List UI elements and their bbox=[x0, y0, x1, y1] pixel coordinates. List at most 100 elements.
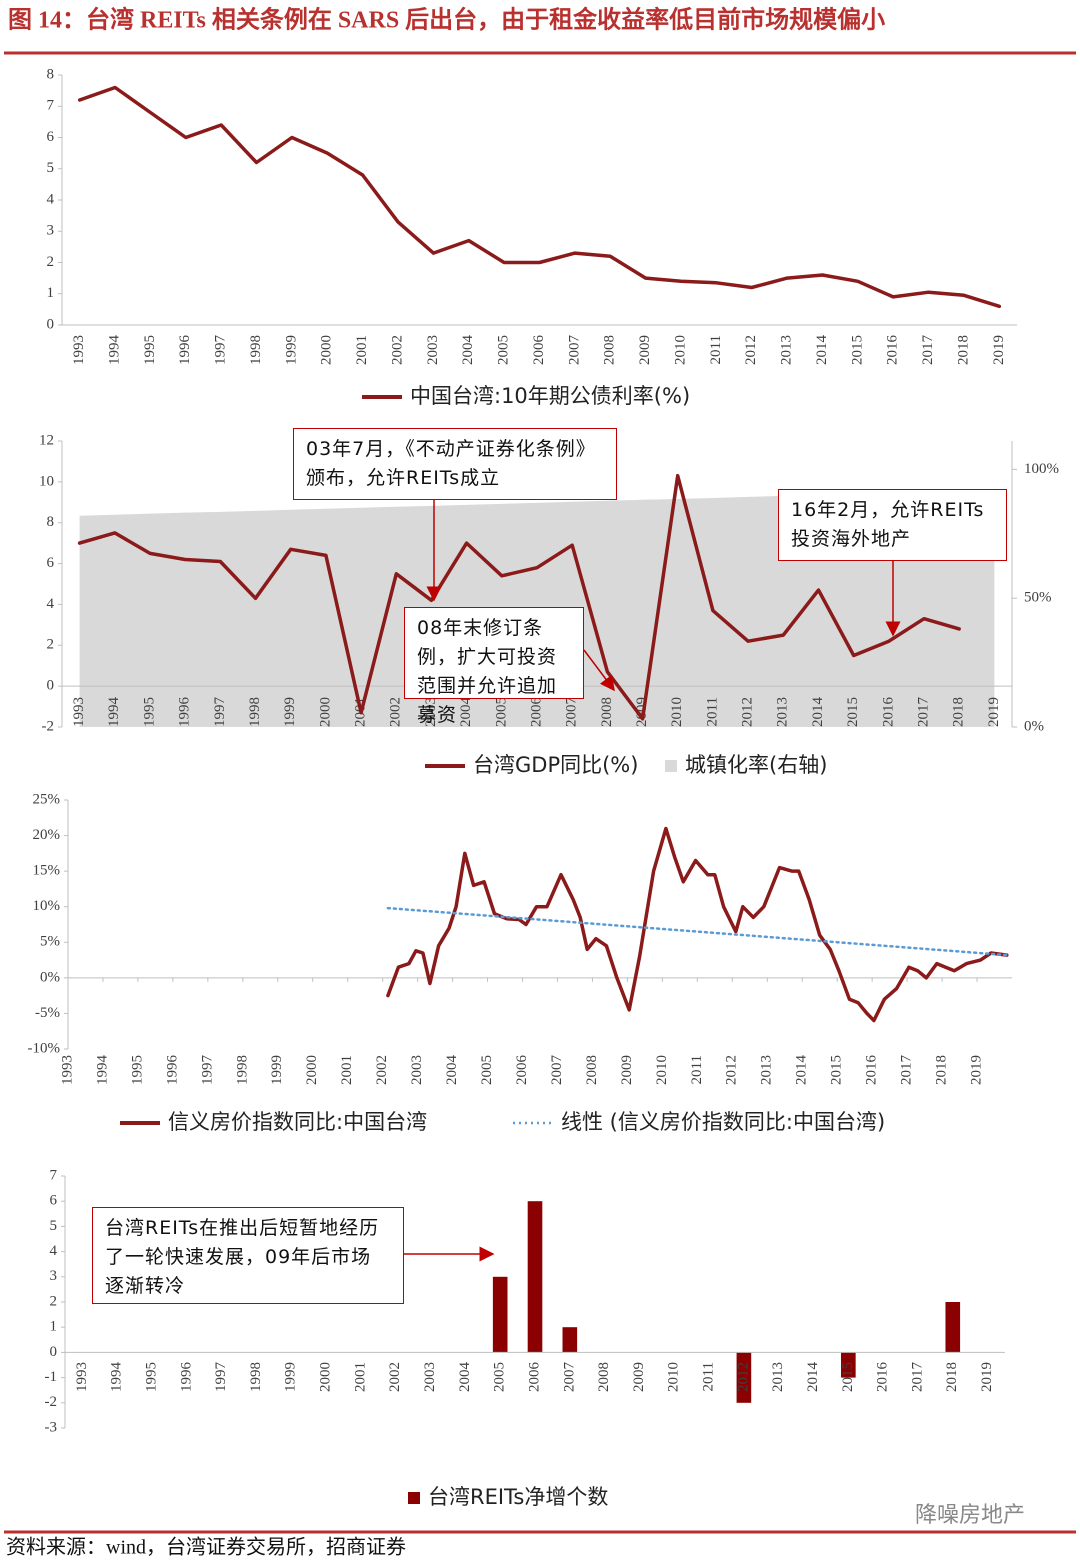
x-tick-label: 2001 bbox=[339, 1055, 355, 1085]
x-tick-label: 2011 bbox=[704, 697, 720, 726]
x-tick-label: 2006 bbox=[526, 1362, 542, 1393]
y-tick-label: 7 bbox=[50, 1167, 58, 1183]
x-tick-label: 2011 bbox=[689, 1055, 705, 1084]
legend-swatch bbox=[408, 1492, 420, 1504]
y-tick-label: 4 bbox=[47, 596, 55, 612]
x-tick-label: 2015 bbox=[829, 1055, 845, 1085]
line bbox=[386, 826, 1009, 1023]
line bbox=[77, 473, 961, 721]
x-tick-label: 2012 bbox=[743, 335, 759, 365]
y-tick-label: 2 bbox=[50, 1293, 58, 1309]
annotation: 03年7月，《不动产证券化条例》颁布，允许REITs成立 bbox=[293, 428, 617, 500]
y2-tick-label: 100% bbox=[1024, 461, 1059, 477]
y2-tick-label: 0% bbox=[1024, 718, 1044, 734]
x-tick-label: 2007 bbox=[561, 1362, 577, 1393]
x-tick-label: 2018 bbox=[951, 697, 967, 727]
x-tick-label: 2013 bbox=[759, 1055, 775, 1085]
x-tick-label: 2019 bbox=[979, 1362, 995, 1392]
y-tick-label: 12 bbox=[39, 432, 54, 448]
bar bbox=[945, 1302, 961, 1353]
y-tick-label: 15% bbox=[33, 863, 61, 879]
x-tick-label: 2004 bbox=[460, 335, 476, 366]
x-tick-label: 2007 bbox=[564, 697, 580, 728]
x-tick-label: 2011 bbox=[701, 1362, 717, 1391]
y-tick-label: 6 bbox=[50, 1193, 58, 1209]
x-tick-label: 2012 bbox=[724, 1055, 740, 1085]
y-tick-label: 2 bbox=[47, 254, 55, 270]
x-tick-label: 2005 bbox=[493, 697, 509, 727]
y-tick-label: -10% bbox=[28, 1040, 61, 1056]
x-tick-label: 1998 bbox=[248, 335, 264, 365]
x-tick-label: 2009 bbox=[637, 335, 653, 365]
x-tick-label: 1995 bbox=[141, 697, 157, 727]
x-tick-label: 1996 bbox=[177, 697, 193, 728]
x-tick-label: 2002 bbox=[374, 1055, 390, 1085]
y-tick-label: 7 bbox=[47, 98, 55, 114]
x-tick-label: 2017 bbox=[920, 335, 936, 366]
y-tick-label: -1 bbox=[45, 1369, 58, 1385]
x-tick-label: 2019 bbox=[968, 1055, 984, 1085]
line bbox=[386, 906, 1009, 957]
x-tick-label: 2014 bbox=[814, 335, 830, 366]
y-tick-label: 4 bbox=[50, 1243, 58, 1259]
x-tick-label: 2010 bbox=[672, 335, 688, 365]
legend-swatch bbox=[665, 760, 677, 772]
x-tick-label: 1993 bbox=[71, 697, 87, 727]
x-tick-label: 2013 bbox=[779, 335, 795, 365]
x-tick-label: 2016 bbox=[880, 697, 896, 728]
y-tick-label: 0 bbox=[47, 678, 55, 694]
x-tick-label: 2003 bbox=[425, 335, 441, 365]
x-tick-label: 1995 bbox=[143, 1362, 159, 1392]
x-tick-label: 2018 bbox=[944, 1362, 960, 1392]
x-tick-label: 2008 bbox=[602, 335, 618, 365]
x-tick-label: 2019 bbox=[986, 697, 1002, 727]
annotation: 16年2月，允许REITs投资海外地产 bbox=[778, 489, 1007, 561]
annotation-arrow bbox=[583, 649, 615, 692]
x-tick-label: 2018 bbox=[955, 335, 971, 365]
x-tick-label: 1994 bbox=[106, 335, 122, 366]
x-tick-label: 2014 bbox=[810, 697, 826, 728]
x-tick-label: 1997 bbox=[213, 1362, 229, 1393]
x-tick-label: 2000 bbox=[317, 697, 333, 727]
bar bbox=[562, 1327, 578, 1353]
x-tick-label: 2005 bbox=[479, 1055, 495, 1085]
watermark: 降噪房地产 bbox=[915, 1503, 1025, 1528]
legend-label: 城镇化率(右轴) bbox=[685, 753, 827, 777]
annotation: 台湾REITs在推出后短暂地经历了一轮快速发展，09年后市场逐渐转冷 bbox=[92, 1207, 404, 1304]
x-tick-label: 2011 bbox=[708, 335, 724, 364]
x-tick-label: 1995 bbox=[142, 335, 158, 365]
x-tick-label: 2006 bbox=[514, 1055, 530, 1086]
x-tick-label: 1999 bbox=[282, 697, 298, 727]
annotation: 08年末修订条例，扩大可投资范围并允许追加募资 bbox=[404, 607, 584, 726]
y-tick-label: 5 bbox=[47, 160, 55, 176]
source-note: 资料来源：wind，台湾证券交易所，招商证券 bbox=[6, 1536, 406, 1559]
x-tick-label: 2019 bbox=[991, 335, 1007, 365]
x-tick-label: 2001 bbox=[354, 335, 370, 365]
y-tick-label: 0 bbox=[50, 1344, 58, 1360]
y-tick-label: -3 bbox=[45, 1419, 58, 1435]
line bbox=[77, 85, 1002, 309]
x-tick-label: 1994 bbox=[106, 697, 122, 728]
y-tick-label: 3 bbox=[47, 223, 55, 239]
x-tick-label: 1993 bbox=[71, 335, 87, 365]
x-tick-label: 2014 bbox=[794, 1055, 810, 1086]
y-tick-label: 2 bbox=[47, 637, 55, 653]
y-tick-label: 8 bbox=[47, 66, 55, 82]
x-tick-label: 2008 bbox=[599, 697, 615, 727]
legend-label: 信义房价指数同比:中国台湾 bbox=[168, 1110, 427, 1134]
x-tick-label: 2015 bbox=[849, 335, 865, 365]
legend-label: 台湾GDP同比(%) bbox=[473, 753, 638, 777]
bar bbox=[736, 1352, 752, 1403]
x-tick-label: 2002 bbox=[389, 335, 405, 365]
x-tick-label: 2010 bbox=[654, 1055, 670, 1085]
x-tick-label: 2003 bbox=[423, 697, 439, 727]
y-tick-label: 6 bbox=[47, 555, 55, 571]
x-tick-label: 1999 bbox=[269, 1055, 285, 1085]
x-tick-label: 1997 bbox=[199, 1055, 215, 1086]
x-tick-label: 2015 bbox=[840, 1362, 856, 1392]
bar bbox=[492, 1276, 508, 1353]
x-tick-label: 2003 bbox=[409, 1055, 425, 1085]
x-tick-label: 1998 bbox=[248, 1362, 264, 1392]
